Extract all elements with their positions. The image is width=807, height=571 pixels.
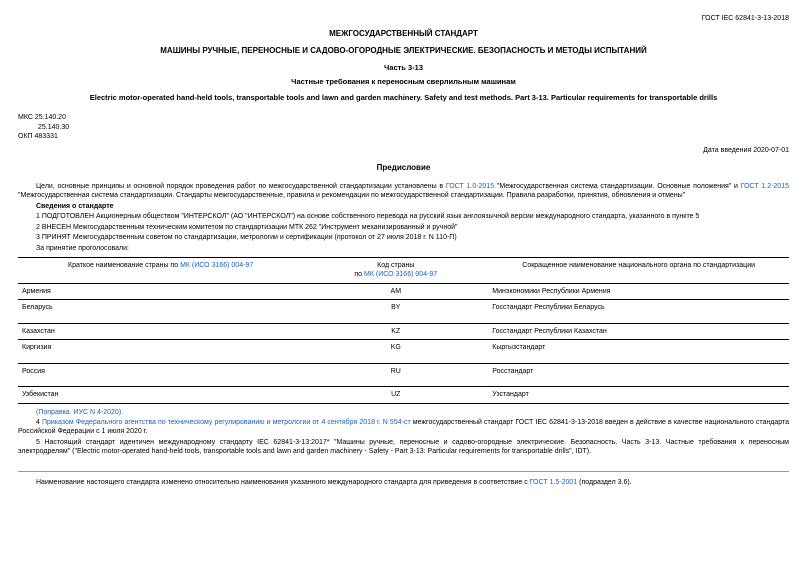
info-item-4: 4 Приказом Федерального агентства по тех…: [18, 418, 789, 437]
table-row: РоссияRUРосстандарт: [18, 363, 789, 386]
gost-1-2-link[interactable]: ГОСТ 1.2-2015: [741, 183, 789, 190]
okp-code: ОКП 483331: [18, 132, 789, 141]
info-item-1: 1 ПОДГОТОВЛЕН Акционерным обществом "ИНТ…: [18, 212, 789, 221]
cell-code: AM: [303, 283, 488, 299]
cell-country: Россия: [18, 363, 303, 386]
table-row: БеларусьBYГосстандарт Республики Беларус…: [18, 300, 789, 323]
cell-country: Узбекистан: [18, 387, 303, 403]
table-header-row: Краткое наименование страны по МК (ИСО 3…: [18, 258, 789, 284]
text-run: Код страны: [377, 262, 414, 269]
text-run: "Межгосударственная система стандартизац…: [494, 183, 741, 190]
cell-code: UZ: [303, 387, 488, 403]
cell-code: RU: [303, 363, 488, 386]
cell-country: Киргизия: [18, 340, 303, 363]
info-heading: Сведения о стандарте: [18, 202, 789, 211]
table-row: КазахстанKZГосстандарт Республики Казахс…: [18, 323, 789, 339]
footer-note: Наименование настоящего стандарта измене…: [18, 478, 789, 487]
table-row: УзбекистанUZУзстандарт: [18, 387, 789, 403]
text-run: Краткое наименование страны по: [68, 262, 180, 269]
cell-body: Минэкономики Республики Армения: [488, 283, 789, 299]
mks-code-1: МКС 25.140.20: [18, 113, 789, 122]
order-link[interactable]: Приказом Федерального агентства по техни…: [42, 419, 411, 426]
info-item-2: 2 ВНЕСЕН Межгосударственным техническим …: [18, 223, 789, 232]
footer-divider: [18, 471, 789, 472]
title-sub: МАШИНЫ РУЧНЫЕ, ПЕРЕНОСНЫЕ И САДОВО-ОГОРО…: [18, 46, 789, 57]
info-vote-line: За принятие проголосовали:: [18, 244, 789, 253]
mks-code-2: 25.140.30: [18, 123, 789, 132]
gost-1-5-link[interactable]: ГОСТ 1.5-2001: [530, 479, 578, 486]
gost-1-0-link[interactable]: ГОСТ 1.0-2015: [446, 183, 494, 190]
table-row: КиргизияKGКыргызстандарт: [18, 340, 789, 363]
cell-country: Казахстан: [18, 323, 303, 339]
mk-iso-link[interactable]: МК (ИСО 3166) 004-97: [180, 262, 253, 269]
cell-code: KG: [303, 340, 488, 363]
classification-codes: МКС 25.140.20 25.140.30 ОКП 483331: [18, 113, 789, 141]
title-english: Electric motor-operated hand-held tools,…: [18, 93, 789, 103]
table-row: АрменияAMМинэкономики Республики Армения: [18, 283, 789, 299]
cell-body: Госстандарт Республики Казахстан: [488, 323, 789, 339]
cell-code: KZ: [303, 323, 488, 339]
text-run: по: [354, 271, 364, 278]
text-run: Наименование настоящего стандарта измене…: [36, 479, 530, 486]
text-run: "Межгосударственная система стандартизац…: [18, 192, 685, 199]
countries-table: Краткое наименование страны по МК (ИСО 3…: [18, 257, 789, 404]
title-requirements: Частные требования к переносным сверлиль…: [18, 77, 789, 87]
cell-body: Кыргызстандарт: [488, 340, 789, 363]
col-header-body: Сокращенное наименование национального о…: [488, 258, 789, 284]
col-header-country: Краткое наименование страны по МК (ИСО 3…: [18, 258, 303, 284]
mk-iso-link-2[interactable]: МК (ИСО 3166) 004-97: [364, 271, 437, 278]
cell-code: BY: [303, 300, 488, 323]
cell-country: Армения: [18, 283, 303, 299]
amendment-note: (Поправка. ИУС N 4-2020).: [18, 408, 789, 417]
document-page: ГОСТ IEC 62841-3-13-2018 МЕЖГОСУДАРСТВЕН…: [0, 0, 807, 506]
info-item-5: 5 Настоящий стандарт идентичен междунаро…: [18, 438, 789, 457]
cell-country: Беларусь: [18, 300, 303, 323]
col-header-code: Код страны по МК (ИСО 3166) 004-97: [303, 258, 488, 284]
text-run: Цели, основные принципы и основной поряд…: [36, 183, 446, 190]
info-item-3: 3 ПРИНЯТ Межгосударственным советом по с…: [18, 233, 789, 242]
title-part: Часть 3-13: [18, 63, 789, 73]
cell-body: Росстандарт: [488, 363, 789, 386]
preface-heading: Предисловие: [18, 163, 789, 174]
title-main: МЕЖГОСУДАРСТВЕННЫЙ СТАНДАРТ: [18, 29, 789, 40]
cell-body: Госстандарт Республики Беларусь: [488, 300, 789, 323]
introduction-date: Дата введения 2020-07-01: [18, 146, 789, 155]
text-run: (подраздел 3.6).: [577, 479, 631, 486]
preface-paragraph-1: Цели, основные принципы и основной поряд…: [18, 182, 789, 201]
cell-body: Узстандарт: [488, 387, 789, 403]
standard-code-top: ГОСТ IEC 62841-3-13-2018: [18, 14, 789, 23]
